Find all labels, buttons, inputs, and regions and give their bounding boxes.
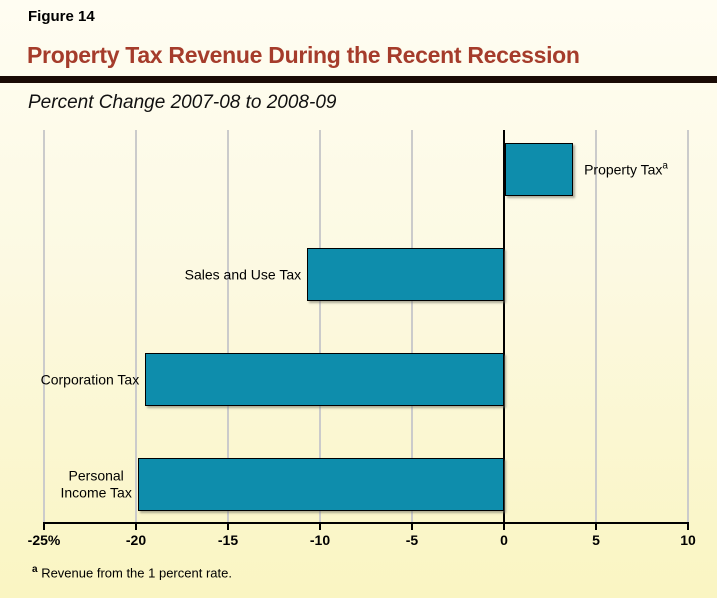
x-axis-tick--5 [411, 523, 413, 530]
x-axis-tick--25 [43, 523, 45, 530]
x-tick-label--10: -10 [309, 532, 331, 548]
footnote-reference-marker: a [662, 160, 668, 172]
x-axis-tick--15 [227, 523, 229, 530]
x-tick-label-0: 0 [500, 532, 508, 548]
x-tick-label--5: -5 [405, 532, 419, 548]
x-axis-tick-0 [503, 523, 505, 530]
bar-personal-income-tax [137, 458, 504, 511]
gridline--10 [319, 130, 321, 523]
footnote-marker: a [32, 564, 38, 575]
x-tick-label--20: -20 [125, 532, 147, 548]
gridline--25 [43, 130, 45, 523]
gridline-5 [595, 130, 597, 523]
x-tick-label--25: -25% [27, 532, 61, 548]
x-tick-label--15: -15 [217, 532, 239, 548]
x-axis-tick-5 [595, 523, 597, 530]
x-tick-label-10: 10 [680, 532, 696, 548]
x-axis-line [43, 522, 689, 524]
gridline--5 [411, 130, 413, 523]
x-axis-tick-10 [687, 523, 689, 530]
gridline--15 [227, 130, 229, 523]
chart-title: Property Tax Revenue During the Recent R… [27, 42, 580, 68]
bar-label-sales-and-use-tax: Sales and Use Tax [184, 265, 302, 282]
bar-label-personal-income-tax: Personal Income Tax [60, 467, 132, 501]
footnote: a Revenue from the 1 percent rate. [32, 564, 232, 580]
bar-sales-and-use-tax [307, 248, 504, 301]
bar-property-tax [505, 143, 574, 196]
x-axis-tick--20 [135, 523, 137, 530]
x-tick-label-5: 5 [592, 532, 600, 548]
x-axis-tick--10 [319, 523, 321, 530]
zero-baseline [503, 130, 505, 523]
footnote-text: Revenue from the 1 percent rate. [41, 565, 232, 581]
chart-subtitle: Percent Change 2007-08 to 2008-09 [28, 92, 337, 113]
title-divider-rule [0, 76, 717, 83]
bar-corporation-tax [145, 353, 504, 406]
figure-number: Figure 14 [28, 8, 95, 25]
gridline--20 [135, 130, 137, 523]
bar-label-corporation-tax: Corporation Tax [40, 370, 140, 387]
bar-label-property-tax: Property Taxa [584, 160, 668, 177]
gridline-10 [687, 130, 689, 523]
